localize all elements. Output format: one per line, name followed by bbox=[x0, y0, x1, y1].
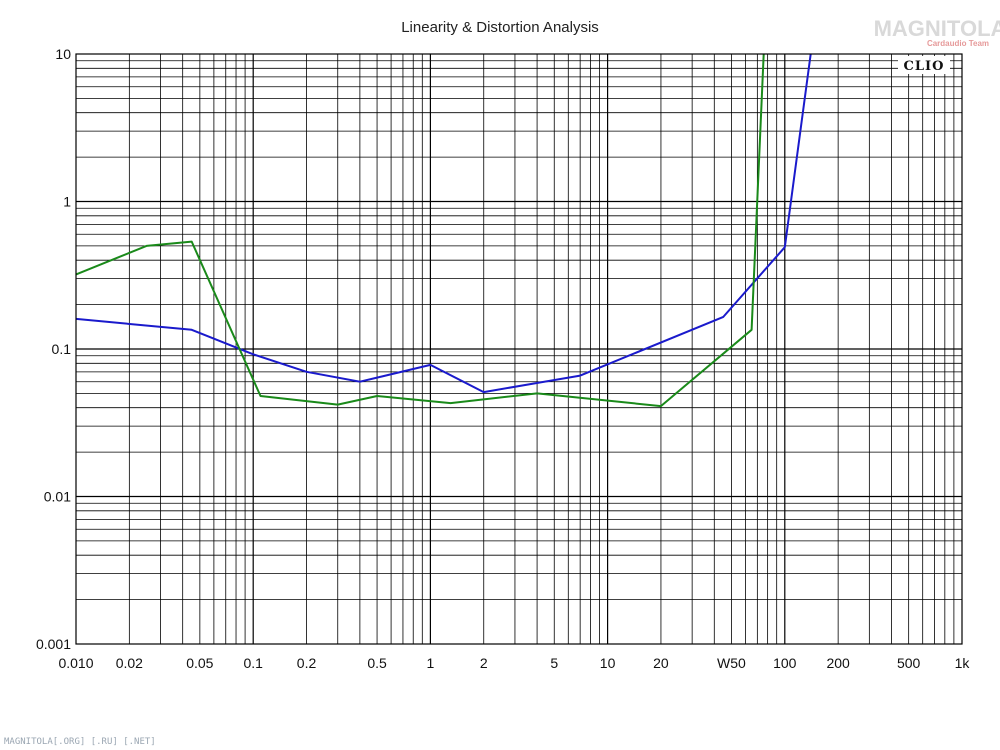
x-tick-label: 0.05 bbox=[186, 655, 213, 671]
y-tick-label: 0.01 bbox=[44, 489, 71, 505]
x-tick-label: 0.2 bbox=[297, 655, 317, 671]
x-tick-label: 0.5 bbox=[367, 655, 387, 671]
x-tick-label: 1 bbox=[427, 655, 435, 671]
x-tick-label: 2 bbox=[480, 655, 488, 671]
y-tick-label: 0.1 bbox=[52, 341, 72, 357]
chart-grid bbox=[76, 54, 962, 644]
x-tick-label: 1k bbox=[955, 655, 971, 671]
x-axis-ticks: 0.010 0.02 0.05 0.1 0.2 0.5 1 2 5 10 20 W50 100 200 50… bbox=[58, 655, 970, 671]
series-line-2 bbox=[76, 54, 765, 408]
watermark-logo: MAGNITOLA Cardaudio Team bbox=[874, 16, 1000, 48]
clio-badge: CLIO bbox=[904, 59, 945, 74]
x-tick-label: 5 bbox=[550, 655, 558, 671]
x-tick-label: 0.1 bbox=[243, 655, 263, 671]
series-line-1 bbox=[76, 54, 812, 394]
x-tick-label: 500 bbox=[897, 655, 921, 671]
x-tick-label: 20 bbox=[653, 655, 669, 671]
chart-series bbox=[76, 54, 812, 408]
y-axis-ticks: 10 1 0.1 0.01 0.001 bbox=[36, 46, 71, 652]
x-tick-label: 100 bbox=[773, 655, 797, 671]
watermark-subtext: Cardaudio Team bbox=[927, 39, 989, 48]
x-tick-label: 10 bbox=[600, 655, 616, 671]
x-tick-label: W50 bbox=[717, 655, 746, 671]
y-tick-label: 0.001 bbox=[36, 636, 71, 652]
x-tick-label: 0.02 bbox=[116, 655, 143, 671]
chart-title: Linearity & Distortion Analysis bbox=[401, 19, 599, 36]
y-tick-label: 1 bbox=[63, 194, 71, 210]
y-tick-label: 10 bbox=[55, 46, 71, 62]
clio-badge-bg bbox=[898, 56, 950, 74]
watermark-text: MAGNITOLA bbox=[874, 16, 1000, 41]
footer-text: MAGNITOLA[.ORG] [.RU] [.NET] bbox=[4, 737, 156, 747]
x-tick-label: 200 bbox=[826, 655, 850, 671]
plot-frame bbox=[75, 53, 963, 645]
x-tick-label: 0.010 bbox=[58, 655, 93, 671]
